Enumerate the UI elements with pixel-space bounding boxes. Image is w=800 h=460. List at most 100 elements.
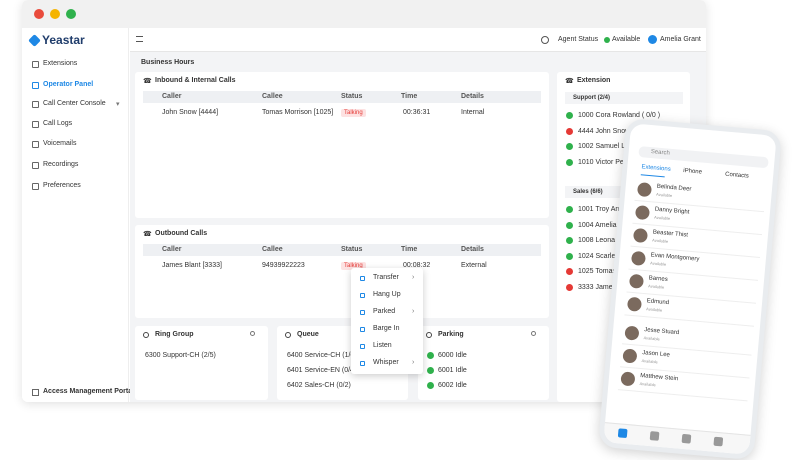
search-icon[interactable] (531, 331, 536, 336)
bottom-panel: Ring Group 6300 Support-CH (2/5) (135, 326, 268, 400)
brand: Yeastar (42, 33, 85, 47)
nav-icon (32, 141, 39, 148)
panel-title: Extension (577, 77, 611, 84)
menu-icon (360, 327, 365, 332)
nav-item[interactable]: Call Logs (43, 120, 73, 127)
agent-status[interactable]: Agent Status (558, 36, 599, 43)
avatar (648, 35, 657, 44)
status-dot (566, 268, 573, 275)
phone-icon: ☎ (143, 78, 152, 85)
nav-item[interactable]: Preferences (43, 182, 81, 189)
extension-item: 1010 Victor Peterson (578, 158, 644, 166)
contact-avatar (630, 250, 647, 266)
nav-item[interactable]: Extensions (43, 60, 78, 67)
nav-item[interactable]: Voicemails (43, 140, 77, 147)
status-dot (566, 206, 573, 213)
phone-icon: ☎ (565, 78, 574, 85)
contact-avatar (626, 296, 643, 312)
list-item: 6402 Sales-CH (0/2) (287, 382, 351, 389)
nav-icon (32, 61, 39, 68)
contact-status: Available (647, 283, 665, 290)
menu-item[interactable]: Parked (373, 308, 396, 315)
contact-name[interactable]: Jason Lee (641, 350, 671, 359)
table-cell: 00:36:31 (403, 109, 431, 116)
footer-link[interactable]: Access Management Portal (43, 388, 135, 395)
contact-name[interactable]: Barnes (648, 275, 668, 284)
help-icon[interactable] (541, 36, 549, 44)
nav-caret: ▾ (116, 101, 120, 108)
contact-name[interactable]: Edmund (646, 298, 670, 307)
extension-item: 1000 Cora Rowland ( 0/0 ) (578, 112, 661, 119)
column-header: Caller (162, 246, 182, 253)
divider (624, 314, 755, 327)
menu-item[interactable]: Barge In (373, 325, 400, 332)
title-bar (22, 0, 706, 28)
menu-item[interactable]: Listen (373, 342, 392, 349)
status-dot (566, 252, 573, 260)
nav-button[interactable] (713, 436, 724, 447)
status-dot (566, 127, 573, 135)
context-menu: Transfer › Hang Up Parked › Barge In Listen Whi… (351, 268, 423, 374)
table-cell: John Snow [4444] (162, 109, 219, 116)
top-bar: Agent Status Available Amelia Grant (130, 28, 706, 52)
contact-avatar (628, 273, 645, 289)
contact-status: Available (653, 214, 671, 222)
menu-item[interactable]: Whisper (373, 359, 399, 366)
search-icon[interactable] (250, 331, 255, 336)
submenu-arrow: › (412, 359, 415, 366)
table-cell: External (461, 262, 487, 269)
column-header: Details (461, 246, 484, 253)
contact-status: Available (639, 380, 656, 388)
column-header: Time (401, 93, 418, 100)
list-item: 6002 Idle (438, 382, 467, 389)
divider (617, 389, 748, 402)
contact-avatar (622, 348, 638, 364)
nav-icon (32, 82, 39, 89)
window-button[interactable] (34, 9, 44, 19)
contact-status: Available (651, 237, 669, 244)
menu-icon (360, 310, 365, 315)
nav-button[interactable] (617, 428, 628, 439)
nav-button[interactable] (681, 433, 692, 444)
panel-icon (426, 332, 432, 338)
menu-icon (360, 293, 365, 298)
nav-item[interactable]: Operator Panel (43, 81, 94, 88)
nav-item[interactable]: Recordings (43, 161, 79, 168)
phone-tab[interactable]: iPhone (683, 167, 703, 176)
nav-item[interactable]: Call Center Console (43, 100, 106, 107)
extension-item: 1025 Tomas Mo (578, 268, 628, 275)
menu-icon (360, 344, 365, 349)
status-dot (566, 283, 573, 291)
available[interactable]: Available (612, 36, 641, 43)
menu-icon[interactable] (136, 36, 143, 42)
contact-status: Available (645, 306, 663, 313)
panel-title: Parking (438, 331, 464, 338)
nav-icon (32, 183, 39, 190)
panel-title: Queue (297, 331, 319, 338)
window-button[interactable] (66, 9, 76, 19)
phone-tab[interactable]: Contacts (724, 171, 749, 180)
user-name[interactable]: Amelia Grant (660, 36, 701, 43)
status-dot (566, 158, 573, 166)
status-dot (566, 143, 573, 150)
contact-status: Available (649, 260, 667, 267)
contact-status: Available (643, 335, 660, 342)
menu-item[interactable]: Hang Up (373, 291, 401, 298)
phone-icon: ☎ (143, 231, 152, 238)
phone-tab[interactable]: Extensions (641, 164, 671, 173)
status-badge: Talking (341, 262, 366, 270)
table-cell: 00:08:32 (403, 262, 431, 269)
logo-icon (28, 34, 41, 47)
call-panel: ☎ Inbound & Internal Calls Caller Callee Sta… (135, 72, 549, 218)
menu-item[interactable]: Transfer (373, 274, 399, 281)
page-title: Business Hours (141, 59, 195, 66)
table-cell: 94939922223 (262, 262, 305, 269)
bottom-panel: Parking 6000 Idle 6001 Idle 6002 Idle (418, 326, 549, 400)
nav-button[interactable] (649, 431, 660, 441)
nav-icon (32, 162, 39, 169)
contact-status: Available (655, 191, 673, 199)
footer-icon (32, 389, 39, 396)
window-button[interactable] (50, 9, 60, 19)
status-dot (427, 382, 434, 389)
call-panel: ☎ Outbound Calls Caller Callee Status Time Det… (135, 225, 549, 318)
